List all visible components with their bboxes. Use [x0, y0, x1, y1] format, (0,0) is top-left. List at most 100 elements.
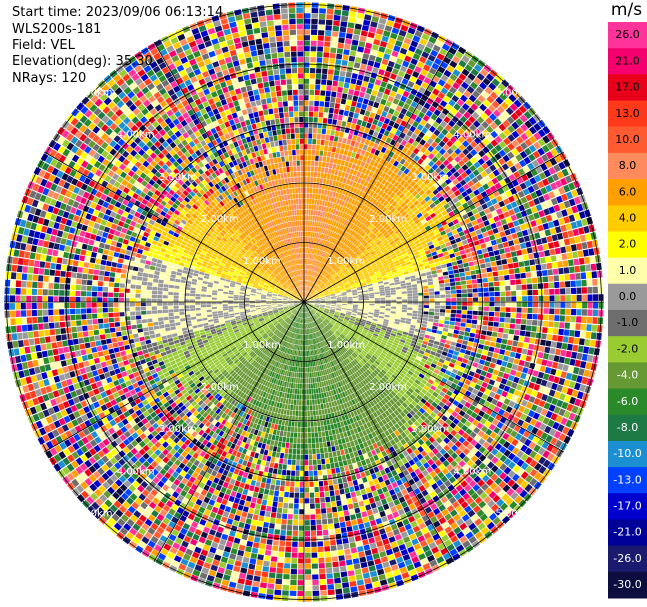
ppi-gate — [598, 294, 604, 301]
ppi-gate — [327, 74, 333, 81]
ppi-gate — [336, 303, 342, 305]
ppi-gate — [318, 117, 323, 123]
ppi-gate — [397, 100, 405, 108]
ppi-gate — [363, 115, 369, 122]
ppi-gate — [580, 361, 587, 369]
ppi-gate — [582, 294, 588, 301]
ppi-gate — [307, 264, 309, 270]
ppi-gate — [369, 303, 375, 306]
ppi-gate — [375, 126, 381, 133]
ppi-gate — [341, 212, 346, 219]
ppi-gate — [305, 286, 306, 292]
ppi-gate — [554, 247, 561, 255]
ppi-gate — [316, 227, 320, 233]
ppi-gate — [478, 344, 484, 350]
ppi-gate — [318, 268, 322, 274]
ppi-gate — [488, 321, 494, 327]
ppi-gate — [328, 248, 333, 254]
ppi-gate — [336, 142, 342, 149]
ppi-gate — [362, 132, 368, 139]
ppi-gate — [304, 280, 306, 286]
ppi-gate — [483, 282, 489, 288]
ppi-gate — [355, 18, 363, 25]
ppi-gate — [335, 227, 339, 233]
ppi-gate — [480, 227, 487, 233]
ppi-gate — [304, 220, 306, 226]
ppi-gate — [315, 232, 319, 238]
ppi-gate — [445, 286, 451, 291]
ppi-gate — [472, 292, 478, 297]
ppi-gate — [589, 339, 596, 347]
ppi-gate — [407, 310, 413, 313]
ppi-gate — [475, 229, 482, 235]
ppi-gate — [586, 316, 593, 324]
ppi-gate — [505, 252, 512, 259]
ppi-gate — [304, 160, 308, 166]
ppi-gate — [476, 249, 483, 255]
ppi-gate — [584, 256, 590, 264]
ppi-gate — [309, 259, 311, 265]
ppi-gate — [548, 282, 555, 289]
ppi-gate — [497, 225, 504, 233]
ppi-gate — [428, 311, 435, 316]
ppi-gate — [370, 124, 377, 131]
ppi-gate — [359, 108, 366, 115]
ppi-gate — [426, 41, 435, 49]
ppi-gate — [307, 237, 309, 243]
ppi-gate — [314, 232, 317, 238]
ppi-gate — [531, 277, 538, 284]
ppi-gate — [576, 220, 583, 228]
ppi-gate — [353, 200, 359, 206]
ppi-gate — [337, 170, 343, 177]
ppi-gate — [374, 303, 380, 306]
ppi-gate — [365, 122, 372, 129]
ppi-gate — [585, 362, 592, 370]
ppi-gate — [465, 327, 471, 333]
ppi-gate — [343, 207, 349, 214]
ppi-gate — [494, 296, 500, 302]
ppi-gate — [429, 295, 435, 299]
ppi-gate — [485, 241, 492, 248]
ppi-gate — [494, 286, 500, 292]
ppi-gate — [348, 210, 353, 216]
ppi-gate — [367, 60, 375, 67]
ppi-gate — [313, 260, 317, 266]
ppi-gate — [532, 350, 539, 358]
ppi-gate — [378, 103, 385, 111]
ppi-gate — [436, 330, 443, 335]
ppi-gate — [506, 257, 513, 264]
ppi-gate — [323, 173, 328, 179]
ppi-gate — [351, 199, 356, 205]
ppi-gate — [306, 215, 309, 221]
ppi-gate — [410, 278, 417, 282]
ppi-gate — [554, 281, 560, 288]
ppi-gate — [424, 298, 429, 302]
ppi-gate — [311, 259, 313, 265]
ppi-gate — [581, 309, 588, 316]
ppi-gate — [569, 273, 576, 281]
ppi-gate — [327, 230, 331, 236]
ppi-gate — [355, 189, 361, 195]
ppi-gate — [343, 219, 348, 226]
ppi-gate — [370, 21, 378, 28]
ppi-gate — [368, 129, 375, 136]
ppi-gate — [429, 298, 435, 302]
ppi-gate — [429, 302, 435, 305]
ppi-gate — [467, 293, 473, 298]
ppi-gate — [342, 303, 348, 305]
ppi-gate — [310, 282, 313, 287]
ppi-gate — [553, 321, 560, 328]
ppi-gate — [361, 103, 368, 110]
ppi-gate — [560, 288, 566, 295]
ppi-gate — [500, 307, 506, 312]
ppi-gate — [323, 258, 328, 264]
ppi-gate — [487, 246, 494, 252]
ppi-gate — [558, 267, 564, 275]
ppi-gate — [327, 146, 333, 152]
ppi-gate — [310, 248, 313, 254]
ppi-gate — [367, 82, 374, 90]
ppi-gate — [344, 43, 351, 50]
ppi-gate — [313, 254, 316, 260]
ppi-gate — [393, 63, 402, 70]
ppi-gate — [316, 177, 320, 183]
